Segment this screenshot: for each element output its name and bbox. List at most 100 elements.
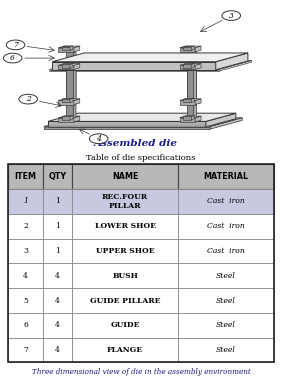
- Text: 4: 4: [55, 321, 60, 329]
- Polygon shape: [191, 98, 194, 102]
- Polygon shape: [49, 70, 219, 71]
- Bar: [8, 263, 43, 288]
- Bar: [178, 239, 274, 263]
- Polygon shape: [62, 47, 70, 50]
- Text: ITEM: ITEM: [15, 172, 37, 181]
- Bar: [178, 338, 274, 362]
- Polygon shape: [62, 64, 70, 68]
- Text: 4: 4: [23, 272, 28, 280]
- Polygon shape: [74, 116, 80, 122]
- Circle shape: [19, 94, 38, 104]
- Polygon shape: [62, 98, 73, 99]
- Polygon shape: [62, 46, 73, 47]
- Polygon shape: [73, 50, 76, 102]
- Polygon shape: [74, 64, 80, 69]
- Polygon shape: [180, 48, 195, 52]
- Polygon shape: [49, 60, 252, 70]
- Polygon shape: [183, 64, 191, 68]
- Bar: [43, 338, 72, 362]
- Polygon shape: [73, 69, 76, 121]
- Polygon shape: [183, 98, 194, 99]
- Polygon shape: [52, 53, 248, 62]
- Text: 7: 7: [23, 346, 28, 354]
- Text: GUIDE PILLARE: GUIDE PILLARE: [90, 296, 160, 305]
- Bar: [178, 288, 274, 313]
- Polygon shape: [70, 64, 73, 68]
- Polygon shape: [58, 99, 80, 100]
- Bar: [8, 313, 43, 338]
- Text: Table of die specifications: Table of die specifications: [86, 154, 196, 162]
- Polygon shape: [183, 46, 194, 47]
- Bar: [43, 214, 72, 239]
- Polygon shape: [74, 46, 80, 52]
- Text: 4: 4: [55, 346, 60, 354]
- Polygon shape: [206, 113, 236, 127]
- Polygon shape: [70, 98, 73, 102]
- Polygon shape: [58, 64, 80, 65]
- Text: 7: 7: [13, 41, 18, 49]
- Polygon shape: [194, 69, 196, 121]
- Polygon shape: [191, 116, 194, 120]
- Text: 4: 4: [55, 272, 60, 280]
- Bar: [178, 214, 274, 239]
- Bar: [43, 189, 72, 214]
- Polygon shape: [66, 50, 73, 102]
- Text: FLANGE: FLANGE: [107, 346, 143, 354]
- Polygon shape: [58, 118, 74, 122]
- Polygon shape: [58, 46, 80, 48]
- Bar: [178, 164, 274, 189]
- Bar: [72, 239, 178, 263]
- Polygon shape: [52, 62, 216, 70]
- Text: LOWER SHOE: LOWER SHOE: [94, 222, 156, 230]
- Polygon shape: [62, 99, 70, 102]
- Bar: [8, 338, 43, 362]
- Text: Steel: Steel: [216, 321, 236, 329]
- Polygon shape: [70, 116, 73, 120]
- Circle shape: [222, 11, 241, 20]
- Polygon shape: [216, 53, 248, 70]
- Text: Steel: Steel: [216, 272, 236, 280]
- Polygon shape: [180, 64, 201, 65]
- Polygon shape: [48, 113, 236, 121]
- Polygon shape: [180, 99, 201, 100]
- Bar: [72, 263, 178, 288]
- Text: Cast  iron: Cast iron: [207, 247, 245, 255]
- Text: 4: 4: [96, 135, 101, 143]
- Polygon shape: [195, 64, 201, 69]
- Polygon shape: [180, 46, 201, 48]
- Bar: [43, 263, 72, 288]
- Polygon shape: [187, 50, 194, 102]
- Bar: [72, 338, 178, 362]
- Polygon shape: [195, 46, 201, 52]
- Text: GUIDE: GUIDE: [110, 321, 140, 329]
- Bar: [178, 189, 274, 214]
- Text: 3: 3: [23, 247, 28, 255]
- Polygon shape: [219, 60, 252, 71]
- Polygon shape: [58, 100, 74, 105]
- Bar: [8, 189, 43, 214]
- Text: 4: 4: [55, 296, 60, 305]
- Bar: [43, 313, 72, 338]
- Text: 6: 6: [23, 321, 28, 329]
- Circle shape: [6, 40, 25, 50]
- Bar: [72, 189, 178, 214]
- Text: 1: 1: [23, 198, 28, 206]
- Polygon shape: [194, 50, 196, 102]
- Polygon shape: [191, 64, 194, 68]
- Text: Steel: Steel: [216, 346, 236, 354]
- Bar: [43, 164, 72, 189]
- Bar: [72, 313, 178, 338]
- Text: 6: 6: [10, 54, 15, 62]
- Polygon shape: [210, 118, 242, 129]
- Polygon shape: [66, 69, 76, 70]
- Bar: [72, 164, 178, 189]
- Polygon shape: [180, 118, 195, 122]
- Polygon shape: [44, 118, 242, 127]
- Polygon shape: [183, 47, 191, 50]
- Text: REC.FOUR
PILLAR: REC.FOUR PILLAR: [102, 193, 148, 210]
- Polygon shape: [187, 69, 196, 70]
- Text: BUSH: BUSH: [112, 272, 138, 280]
- Polygon shape: [58, 48, 74, 52]
- Bar: [8, 164, 43, 189]
- Polygon shape: [74, 99, 80, 105]
